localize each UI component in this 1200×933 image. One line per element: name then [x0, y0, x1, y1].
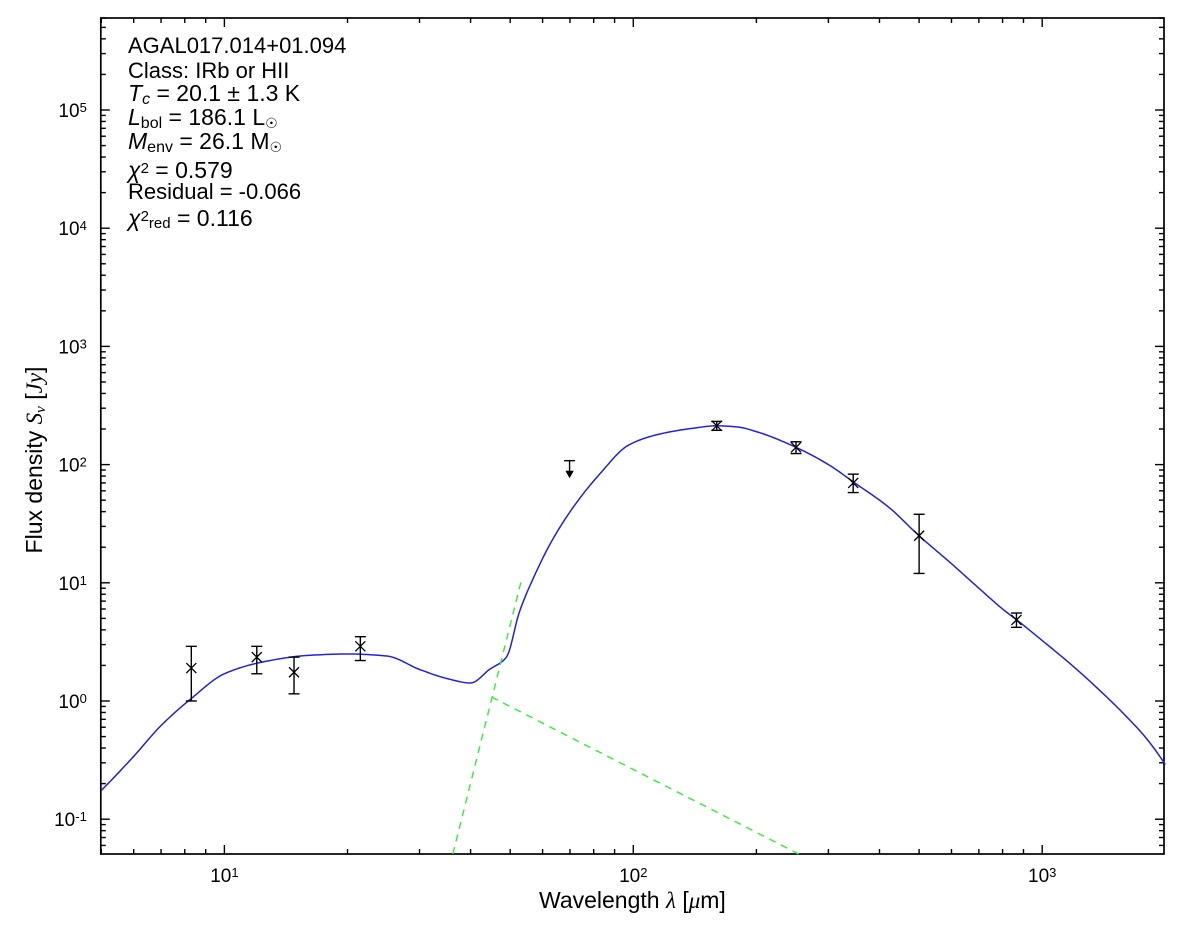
svg-text:AGAL017.014+01.094: AGAL017.014+01.094 [128, 33, 346, 58]
svg-text:Flux density Sν [Jy]: Flux density Sν [Jy] [21, 367, 49, 554]
svg-text:Residual = -0.066: Residual = -0.066 [128, 179, 301, 204]
svg-text:Wavelength λ [μm]: Wavelength λ [μm] [539, 887, 726, 913]
